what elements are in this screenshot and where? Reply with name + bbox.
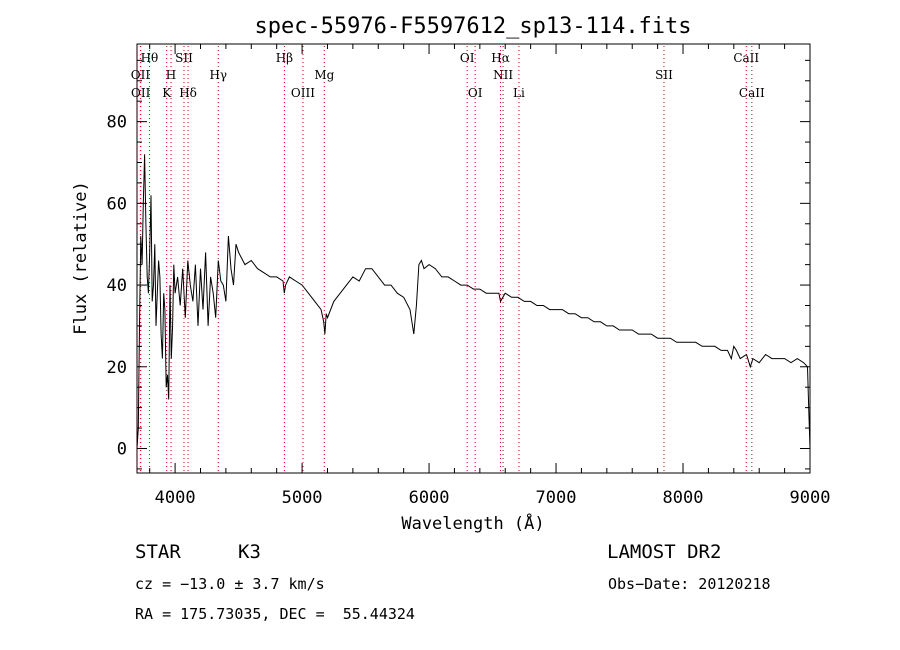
line-marker-label: OI — [460, 51, 475, 65]
line-marker-label: OI — [468, 86, 483, 100]
line-marker-label: Hα — [491, 51, 510, 65]
line-marker-label: Hδ — [179, 86, 197, 100]
line-marker-label: CaII — [739, 86, 765, 100]
chart-title: spec-55976-F5597612_sp13-114.fits — [254, 14, 691, 39]
x-tick-label: 8000 — [663, 488, 704, 508]
x-tick-label: 4000 — [155, 488, 196, 508]
spectrum-line — [136, 154, 811, 449]
coordinates: RA = 175.73035, DEC = 55.44324 — [135, 605, 415, 623]
line-marker-label: K — [162, 86, 172, 100]
y-axis-label: Flux (relative) — [71, 181, 91, 335]
survey-name: LAMOST DR2 — [607, 541, 722, 563]
y-tick-label: 80 — [107, 113, 127, 133]
y-tick-label: 60 — [107, 194, 127, 214]
y-tick-label: 20 — [107, 358, 127, 378]
x-axis-label: Wavelength (Å) — [401, 512, 544, 534]
x-tick-label: 9000 — [790, 488, 831, 508]
plot-frame — [136, 43, 811, 474]
spectral-subclass: K3 — [238, 541, 261, 563]
object-type: STAR — [135, 541, 181, 563]
line-marker-label: CaII — [733, 51, 759, 65]
x-tick-label: 5000 — [282, 488, 323, 508]
line-marker-label: Hγ — [209, 68, 227, 82]
y-tick-label: 40 — [107, 276, 127, 296]
line-marker-label: SII — [175, 51, 193, 65]
x-tick-label: 7000 — [536, 488, 577, 508]
line-marker-label: OIII — [291, 86, 315, 100]
line-marker-label: Hβ — [276, 51, 293, 65]
line-marker-label: OII — [131, 86, 151, 100]
line-marker-label: H — [166, 68, 176, 82]
line-marker-label: SII — [655, 68, 673, 82]
line-marker-label: NII — [493, 68, 513, 82]
redshift-cz: cz = −13.0 ± 3.7 km/s — [135, 575, 325, 593]
axis-ticks: 4000 5000 6000 7000 8000 9000 0 20 40 60 80 — [107, 44, 831, 508]
line-marker-label: Li — [513, 86, 525, 100]
observation-date: Obs−Date: 20120218 — [608, 575, 771, 593]
y-tick-label: 0 — [117, 439, 127, 459]
line-marker-label: Hθ — [141, 51, 159, 65]
line-marker-label: Mg — [314, 68, 334, 82]
x-tick-label: 6000 — [409, 488, 450, 508]
